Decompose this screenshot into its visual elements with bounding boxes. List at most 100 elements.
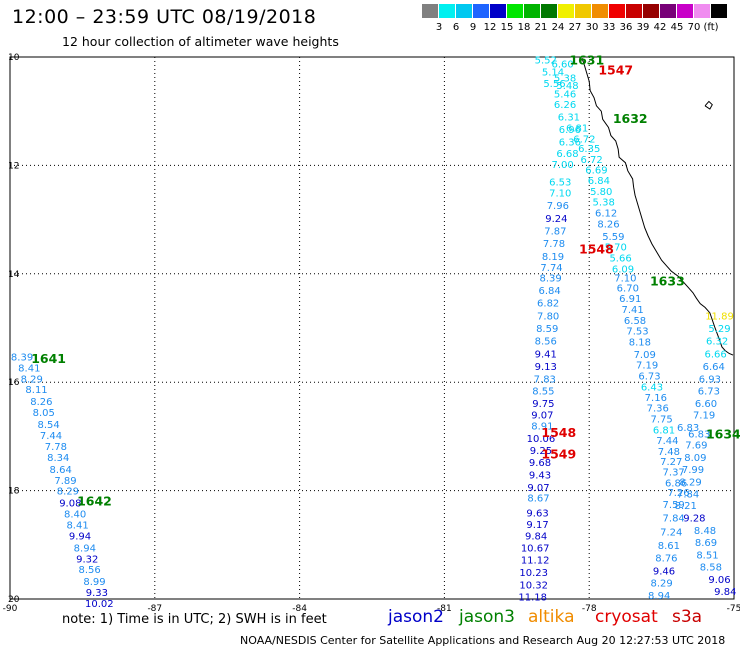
wave-height-value: 5.38 bbox=[554, 74, 576, 85]
wave-height-value: 9.32 bbox=[76, 554, 98, 565]
color-scale-label: 39 bbox=[636, 22, 650, 33]
wave-height-value: 8.41 bbox=[18, 364, 40, 375]
wave-height-value: 8.51 bbox=[696, 551, 718, 562]
pass-label: 1549 bbox=[541, 447, 576, 462]
wave-height-value: 5.66 bbox=[609, 254, 631, 265]
color-swatch bbox=[626, 4, 642, 18]
wave-height-value: 6.43 bbox=[641, 383, 663, 394]
wave-height-value: 8.29 bbox=[679, 477, 701, 488]
longitude-label: -81 bbox=[437, 604, 452, 614]
wave-height-value: 5.46 bbox=[554, 89, 576, 100]
wave-height-value: 8.19 bbox=[542, 252, 564, 263]
wave-height-value: 6.64 bbox=[703, 362, 725, 373]
wave-height-value: 8.26 bbox=[30, 397, 52, 408]
wave-height-value: 9.06 bbox=[708, 575, 730, 586]
latitude-label: 10 bbox=[8, 53, 20, 63]
wave-height-value: 8.99 bbox=[83, 577, 105, 588]
wave-height-value: 8.05 bbox=[33, 408, 55, 419]
wave-height-value: 8.94 bbox=[648, 591, 670, 602]
wave-height-value: 10.67 bbox=[521, 544, 550, 555]
wave-height-value: 10.32 bbox=[519, 580, 548, 591]
wave-height-value: 6.66 bbox=[705, 349, 727, 360]
wave-height-value: 9.25 bbox=[530, 446, 552, 457]
longitude-label: -78 bbox=[582, 604, 597, 614]
wave-height-value: 6.26 bbox=[554, 100, 576, 111]
color-swatch bbox=[541, 4, 557, 18]
wave-height-value: 7.44 bbox=[656, 436, 678, 447]
wave-height-value: 7.78 bbox=[543, 239, 565, 250]
wave-height-value: 6.84 bbox=[588, 176, 610, 187]
wave-height-value: 8.29 bbox=[650, 579, 672, 590]
wave-height-value: 8.39 bbox=[11, 353, 33, 364]
map-subtitle: 12 hour collection of altimeter wave hei… bbox=[62, 34, 339, 49]
wave-height-value: 7.84 bbox=[663, 514, 685, 525]
wave-height-value: 7.69 bbox=[685, 441, 707, 452]
wave-height-value: 8.21 bbox=[675, 501, 697, 512]
color-swatch bbox=[439, 4, 455, 18]
wave-height-value: 10.02 bbox=[85, 599, 114, 610]
longitude-label: -84 bbox=[292, 604, 307, 614]
wave-height-value: 7.80 bbox=[537, 312, 559, 323]
pass-label: 1634 bbox=[706, 427, 740, 442]
wave-height-value: 7.26 bbox=[667, 488, 689, 499]
wave-height-value: 9.84 bbox=[714, 587, 736, 598]
map-frame bbox=[9, 56, 735, 600]
wave-height-value: 5.56 bbox=[543, 79, 565, 90]
wave-height-value: 7.53 bbox=[626, 327, 648, 338]
wave-height-value: 8.69 bbox=[695, 538, 717, 549]
color-scale-label: 18 bbox=[517, 22, 531, 33]
wave-height-value: 9.43 bbox=[529, 470, 551, 481]
map-title: 12:00 – 23:59 UTC 08/19/2018 bbox=[12, 6, 317, 28]
wave-height-values: 5.526.605.145.385.565.485.466.266.316.81… bbox=[11, 56, 737, 610]
color-swatch bbox=[609, 4, 625, 18]
wave-height-value: 8.55 bbox=[532, 386, 554, 397]
wave-height-value: 6.73 bbox=[698, 386, 720, 397]
wave-height-value: 9.28 bbox=[683, 514, 705, 525]
wave-height-value: 7.78 bbox=[45, 442, 67, 453]
wave-height-value: 6.73 bbox=[638, 372, 660, 383]
wave-height-value: 9.94 bbox=[69, 532, 91, 543]
longitude-label: -87 bbox=[147, 604, 162, 614]
wave-height-value: 6.31 bbox=[558, 113, 580, 124]
wave-height-value: 5.80 bbox=[590, 187, 612, 198]
color-swatch bbox=[473, 4, 489, 18]
wave-height-value: 6.72 bbox=[573, 134, 595, 145]
wave-height-value: 5.14 bbox=[542, 68, 564, 79]
latitude-label: 20 bbox=[8, 595, 20, 605]
pass-number-labels: 1631154716321548163316411548154916341451… bbox=[31, 53, 740, 509]
wave-height-value: 9.13 bbox=[535, 362, 557, 373]
wave-height-value: 8.18 bbox=[629, 338, 651, 349]
wave-height-value: 7.99 bbox=[682, 465, 704, 476]
wave-height-value: 6.83 bbox=[677, 423, 699, 434]
wave-height-value: 8.58 bbox=[700, 562, 722, 573]
wave-height-value: 6.35 bbox=[578, 144, 600, 155]
wave-height-value: 9.17 bbox=[526, 520, 548, 531]
color-scale-label: 9 bbox=[469, 22, 477, 33]
color-scale-label: 27 bbox=[568, 22, 582, 33]
units-note: note: 1) Time is in UTC; 2) SWH is in fe… bbox=[62, 612, 327, 627]
wave-height-value: 6.60 bbox=[695, 399, 717, 410]
wave-height-value: 8.56 bbox=[535, 336, 557, 347]
wave-height-value: 11.18 bbox=[518, 592, 547, 603]
legend-s3a: s3a bbox=[672, 607, 703, 627]
longitude-label: -75 bbox=[727, 604, 740, 614]
color-swatch bbox=[660, 4, 676, 18]
color-scale-label: 3 bbox=[435, 22, 443, 33]
wave-height-value: 5.70 bbox=[605, 243, 627, 254]
pass-label: 1631 bbox=[569, 53, 604, 68]
wave-height-value: 8.56 bbox=[79, 565, 101, 576]
wave-height-value: 5.29 bbox=[708, 324, 730, 335]
wave-height-value: 7.41 bbox=[622, 305, 644, 316]
wave-height-value: 7.96 bbox=[547, 201, 569, 212]
wave-height-value: 6.81 bbox=[653, 425, 675, 436]
wave-height-value: 10.06 bbox=[527, 434, 556, 445]
color-swatch bbox=[677, 4, 693, 18]
wave-height-value: 9.07 bbox=[531, 411, 553, 422]
color-scale-label: 24 bbox=[551, 22, 565, 33]
wave-height-value: 9.84 bbox=[525, 532, 547, 543]
wave-height-value: 5.38 bbox=[593, 198, 615, 209]
wave-height-value: 8.94 bbox=[74, 544, 96, 555]
wave-height-value: 8.48 bbox=[694, 526, 716, 537]
wave-height-value: 6.82 bbox=[537, 299, 559, 310]
color-scale-label: 12 bbox=[483, 22, 497, 33]
